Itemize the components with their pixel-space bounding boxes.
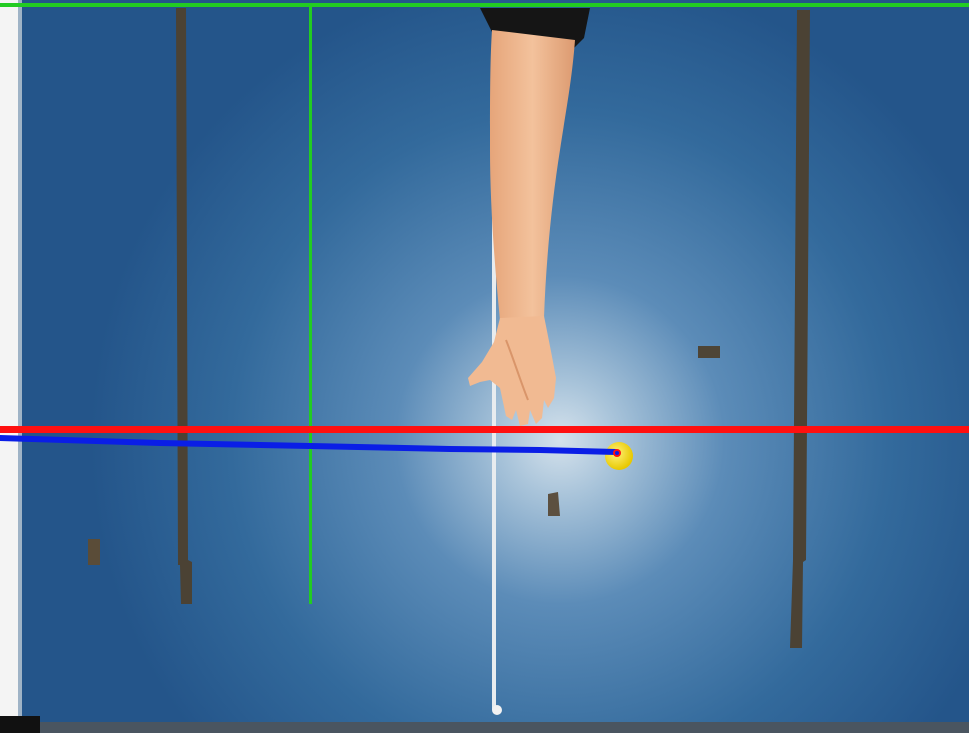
tape-patch-right <box>698 346 720 358</box>
top-green-line <box>0 3 969 7</box>
guide-rod-end <box>492 705 502 715</box>
table-bottom-edge <box>0 722 969 733</box>
tape-patch-left <box>88 539 100 565</box>
tape-strip-right <box>790 10 810 648</box>
left-bottom-corner <box>0 716 40 733</box>
blue-trajectory-line <box>0 435 619 455</box>
left-edge-shadow <box>18 0 22 716</box>
left-white-edge <box>0 0 20 716</box>
tape-strip-left <box>176 8 192 604</box>
vertical-green-line <box>309 5 312 604</box>
hand-palm-shading <box>505 339 529 401</box>
hand <box>468 316 556 426</box>
horizontal-red-line <box>0 426 969 433</box>
forearm <box>490 30 575 320</box>
tape-patch-center <box>548 492 560 516</box>
tracked-point-blue <box>615 451 619 455</box>
